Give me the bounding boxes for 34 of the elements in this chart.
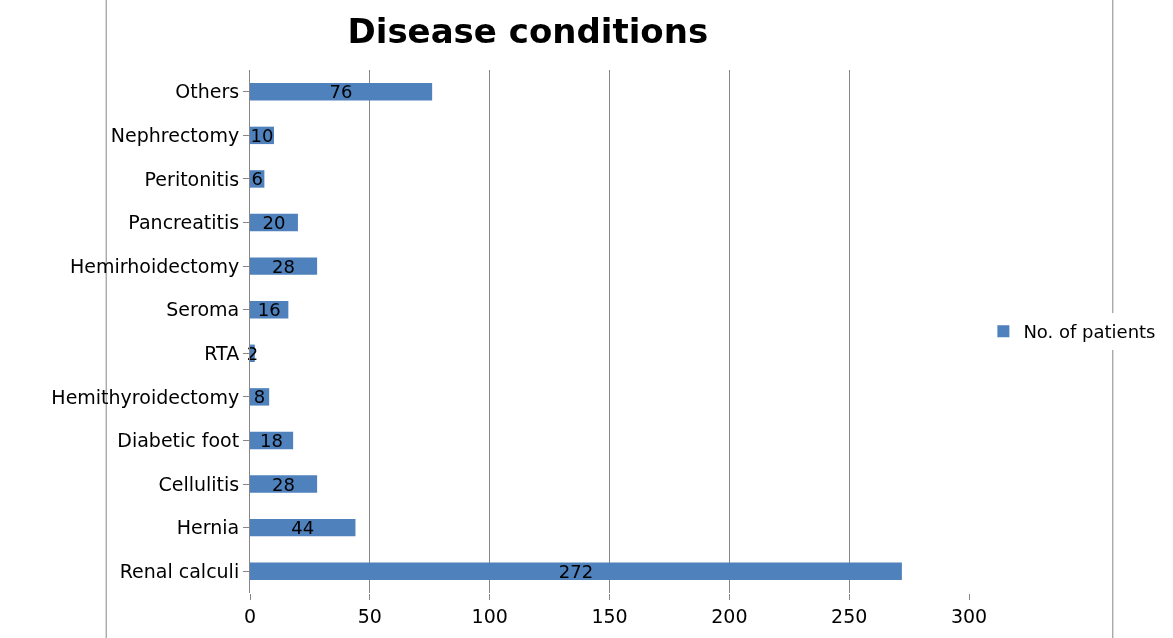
x-tick-label: 300	[950, 604, 988, 627]
data-label: 272	[558, 560, 594, 582]
data-label: 28	[272, 473, 296, 495]
y-tick-label: Others	[175, 80, 240, 103]
y-tick-label: Hemithyroidectomy	[51, 385, 240, 408]
x-tick-label: 50	[357, 604, 382, 627]
x-tick-label: 200	[711, 604, 748, 627]
x-tick-label: 250	[831, 604, 868, 627]
y-tick-label: Peritonitis	[144, 167, 240, 190]
y-tick-label: Cellulitis	[158, 472, 240, 495]
data-label: 44	[291, 517, 315, 539]
y-tick-label: Pancreatitis	[128, 211, 240, 234]
data-label: 18	[260, 429, 284, 451]
bar	[250, 83, 433, 101]
y-tick-label: Hemirhoidectomy	[69, 254, 240, 277]
y-tick-label: RTA	[204, 341, 240, 364]
bar	[250, 562, 902, 580]
y-tick-label: Hernia	[176, 516, 240, 539]
x-tick-label: 100	[471, 604, 508, 627]
chart-title: Disease conditions	[347, 10, 709, 51]
y-tick-label: Renal calculi	[119, 559, 240, 582]
data-label: 6	[251, 168, 263, 190]
data-label: 28	[272, 255, 296, 277]
data-label: 8	[253, 386, 266, 408]
data-label: 16	[257, 299, 281, 321]
x-tick-label: 0	[243, 604, 257, 627]
y-tick-label: Seroma	[166, 298, 240, 321]
y-tick-label: Diabetic foot	[117, 429, 240, 452]
data-label: 20	[262, 212, 286, 234]
data-label: 76	[329, 81, 353, 103]
x-tick-label: 150	[591, 604, 628, 627]
y-tick-label: Nephrectomy	[110, 124, 240, 147]
data-label: 10	[250, 124, 274, 146]
legend-label: No. of patients	[1023, 321, 1156, 343]
